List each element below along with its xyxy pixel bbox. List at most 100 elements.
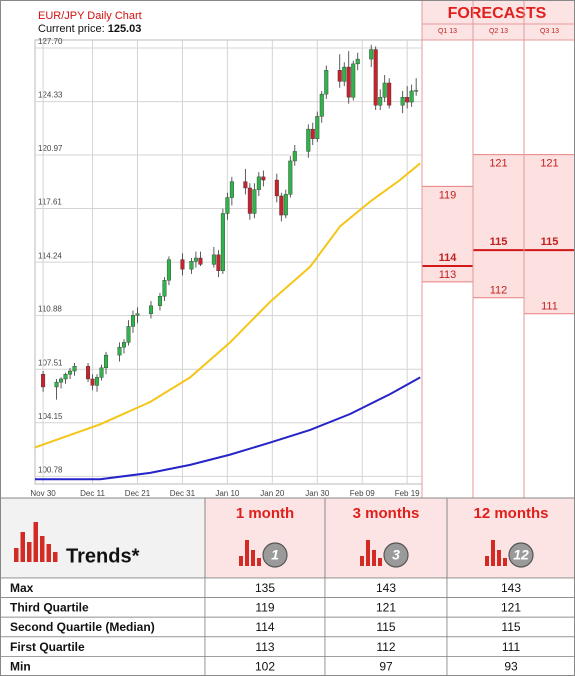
current-price: 125.03: [108, 23, 142, 35]
badge-number: 1: [271, 547, 279, 563]
icon-bar: [503, 558, 507, 566]
candle-body: [252, 189, 257, 214]
candle-body: [193, 257, 198, 262]
icon-bar: [40, 536, 45, 562]
candle-body: [130, 315, 135, 327]
table-value: 102: [255, 659, 275, 673]
row-label: First Quartile: [10, 640, 85, 654]
badge: [262, 542, 288, 568]
candle-body: [135, 313, 140, 316]
column-header: 1 month: [236, 505, 294, 522]
candle-body: [283, 194, 288, 216]
table-value: 112: [376, 640, 395, 654]
candle-body: [414, 90, 419, 92]
table-value: 111: [502, 640, 521, 654]
table-value: 143: [501, 581, 521, 595]
row-label: Second Quartile (Median): [10, 620, 155, 634]
candle-body: [41, 373, 46, 388]
forecast-label: 113: [439, 269, 457, 281]
table-cell: [446, 656, 575, 676]
table-value: 114: [255, 620, 274, 634]
candle-body: [198, 257, 203, 265]
candle-body: [261, 176, 266, 181]
candle-body: [117, 346, 122, 356]
table-value: 135: [255, 581, 275, 595]
candle-body: [247, 187, 252, 214]
candle-body: [306, 128, 311, 152]
table-value: 121: [376, 601, 396, 615]
candle-body: [409, 90, 414, 103]
candle-body: [400, 97, 405, 106]
icon-bar: [27, 542, 32, 562]
chart-subtitle: Current price: 125.03: [38, 23, 141, 35]
candle-body: [373, 49, 378, 106]
candle-body: [59, 378, 64, 383]
row-label: Third Quartile: [10, 601, 89, 615]
x-tick-label: Dec 11: [80, 489, 105, 498]
chart-title: EUR/JPY Daily Chart: [38, 10, 142, 22]
candle-body: [220, 213, 225, 271]
candle-body: [243, 181, 248, 189]
candle-body: [274, 179, 279, 197]
candle-body: [279, 195, 284, 216]
candle-body: [342, 66, 347, 82]
icon-bar: [14, 548, 19, 562]
column-header: 12 months: [473, 505, 548, 522]
moving-average-line: [35, 376, 421, 481]
candle-body: [351, 63, 356, 98]
forecast-title: FORECASTS: [448, 5, 547, 22]
badge-number: 3: [392, 547, 400, 563]
y-tick-label: 120.97: [38, 144, 63, 153]
icon-bar: [491, 540, 495, 566]
table-value: 119: [255, 601, 274, 615]
candle-body: [346, 66, 351, 98]
subtitle-text: Current price:: [38, 23, 105, 35]
badge-number: 12: [513, 547, 529, 563]
table-header-cell: [204, 497, 326, 579]
icon-bar: [53, 552, 58, 562]
candle-body: [310, 128, 315, 139]
row-label: Min: [10, 659, 31, 673]
y-tick-label: 114.24: [38, 251, 62, 260]
y-tick-label: 117.61: [38, 198, 62, 207]
candle-body: [166, 259, 171, 281]
row-label: Max: [10, 581, 34, 595]
candle-body: [72, 366, 77, 372]
forecast-period: Q3 13: [540, 28, 559, 35]
icon-bar: [245, 540, 249, 566]
forecast-label: 115: [541, 236, 559, 248]
forecast-range: [473, 154, 524, 298]
icon-bar: [497, 550, 501, 566]
icon-bar: [251, 550, 255, 566]
candle-body: [288, 160, 293, 195]
candle-body: [180, 259, 185, 270]
candle-body: [68, 370, 73, 375]
candle-body: [126, 326, 131, 343]
candle-body: [63, 373, 68, 380]
table-cell: [0, 656, 206, 676]
candle-body: [382, 82, 387, 98]
candle-body: [95, 377, 100, 386]
candle-body: [292, 151, 297, 162]
y-tick-label: 100.78: [38, 465, 63, 474]
table-value: 113: [255, 640, 274, 654]
badge: [508, 542, 534, 568]
candle-body: [121, 342, 126, 348]
icon-bar: [46, 544, 51, 562]
icon-bar: [485, 556, 489, 566]
y-tick-label: 124.33: [38, 91, 63, 100]
table-header-cell: [324, 497, 448, 579]
candle-body: [405, 97, 410, 103]
icon-bar: [257, 558, 261, 566]
table-value: 121: [501, 601, 521, 615]
y-tick-label: 127.70: [38, 37, 63, 46]
candle-body: [162, 280, 167, 297]
x-tick-label: Dec 31: [170, 489, 196, 498]
forecast-header-bg: [422, 0, 575, 40]
table-value: 93: [504, 659, 518, 673]
table-title: Trends*: [66, 545, 140, 567]
x-tick-label: Dec 21: [125, 489, 151, 498]
candle-body: [319, 93, 324, 117]
candle-body: [104, 354, 109, 369]
